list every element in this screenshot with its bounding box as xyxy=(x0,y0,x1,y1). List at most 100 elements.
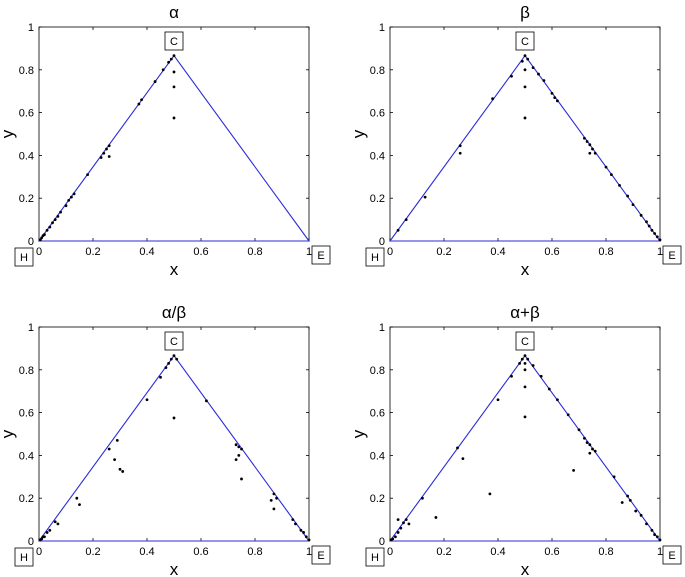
vertex-label-box xyxy=(365,247,385,267)
x-tick-label: 0.6 xyxy=(193,246,208,258)
y-tick-label: 0.8 xyxy=(19,365,34,377)
x-tick-label: 0 xyxy=(387,246,393,258)
x-tick-label: 0.8 xyxy=(598,246,613,258)
chart-title: β xyxy=(520,3,530,22)
panel-4: 0 0.2 0.4 0.6 0.8 1 0 0.2 0.4 0.6 0.8 1 x y α+β H C E xyxy=(349,303,682,577)
x-tick-label: 0.4 xyxy=(490,246,505,258)
data-point xyxy=(496,398,500,402)
data-point xyxy=(588,151,592,155)
vertex-label: E xyxy=(317,250,324,262)
y-tick-label: 1 xyxy=(28,22,34,34)
data-point xyxy=(523,116,527,120)
data-point xyxy=(72,192,76,196)
x-tick-label: 1 xyxy=(306,246,312,258)
y-axis-label: y xyxy=(349,429,368,438)
y-tick-label: 1 xyxy=(28,322,34,334)
data-point xyxy=(407,522,411,526)
data-point xyxy=(56,214,60,218)
data-point xyxy=(550,91,554,95)
x-tick-label: 0.6 xyxy=(544,246,559,258)
data-point xyxy=(556,99,559,103)
data-point xyxy=(140,98,144,102)
data-point xyxy=(531,364,535,367)
x-tick-label: 0.4 xyxy=(139,546,154,558)
data-point xyxy=(307,538,311,542)
data-point xyxy=(51,221,54,225)
data-point xyxy=(240,447,243,451)
chart-title: α+β xyxy=(510,303,540,322)
data-point xyxy=(164,366,168,370)
data-point xyxy=(299,528,303,532)
data-point xyxy=(461,457,465,461)
data-point xyxy=(294,522,297,526)
data-point xyxy=(645,220,648,224)
data-point xyxy=(518,361,521,365)
y-tick-label: 0.4 xyxy=(19,450,34,462)
data-point xyxy=(67,198,71,202)
data-point xyxy=(43,535,46,539)
data-point xyxy=(572,468,575,472)
data-point xyxy=(434,516,438,519)
axes-frame xyxy=(38,26,310,242)
data-point xyxy=(234,443,238,447)
data-point xyxy=(102,151,106,155)
data-point xyxy=(99,156,103,159)
x-tick-label: 0 xyxy=(387,546,393,558)
vertex-label: H xyxy=(20,552,28,564)
data-point xyxy=(523,385,527,389)
y-tick-label: 0.4 xyxy=(19,150,34,162)
data-point xyxy=(523,368,527,372)
data-point xyxy=(650,528,654,532)
data-point xyxy=(556,398,559,402)
data-point xyxy=(653,533,656,536)
data-point xyxy=(456,446,459,450)
data-point xyxy=(237,445,241,449)
data-point xyxy=(159,375,162,379)
x-tick-label: 0.2 xyxy=(436,246,451,258)
x-tick-label: 1 xyxy=(306,546,312,558)
data-point xyxy=(167,60,171,64)
axes-frame xyxy=(389,26,661,242)
data-point xyxy=(43,233,46,236)
data-point xyxy=(591,447,594,451)
data-point xyxy=(583,136,586,140)
data-point xyxy=(491,97,494,101)
y-tick-label: 0.4 xyxy=(370,150,385,162)
data-point xyxy=(523,54,527,58)
y-tick-label: 0 xyxy=(28,536,34,548)
vertex-label-box xyxy=(164,31,184,51)
data-point xyxy=(38,238,42,242)
data-point xyxy=(75,496,79,500)
data-point xyxy=(585,441,589,444)
data-point xyxy=(40,236,44,240)
vertex-label: C xyxy=(521,36,529,48)
data-point xyxy=(48,225,52,229)
y-tick-label: 0 xyxy=(379,536,385,548)
vertex-label-box xyxy=(14,247,34,267)
vertex-label-box xyxy=(311,545,331,565)
data-point xyxy=(402,521,405,525)
data-point xyxy=(423,195,427,199)
ternary-triangle xyxy=(37,54,311,242)
data-point xyxy=(121,470,125,473)
data-point xyxy=(172,70,176,74)
data-point xyxy=(78,503,81,507)
vertex-label: H xyxy=(20,252,28,264)
data-point xyxy=(612,475,616,479)
panel-2: 0 0.2 0.4 0.6 0.8 1 0 0.2 0.4 0.6 0.8 1 x y β H C E xyxy=(349,3,682,279)
vertex-label: E xyxy=(668,250,675,262)
data-point xyxy=(304,535,308,539)
x-tick-label: 0.8 xyxy=(598,546,613,558)
vertex-label-box xyxy=(662,545,682,565)
vertex-label-box xyxy=(311,245,331,265)
data-point xyxy=(604,165,608,169)
x-tick-label: 0.4 xyxy=(139,246,154,258)
data-point xyxy=(153,80,157,83)
vertex-label-box xyxy=(164,331,184,351)
data-point xyxy=(591,147,594,151)
x-axis-label: x xyxy=(521,560,530,577)
data-point xyxy=(272,507,276,511)
axes-frame xyxy=(38,326,310,542)
y-axis-label: y xyxy=(0,129,17,138)
data-point xyxy=(53,218,57,222)
